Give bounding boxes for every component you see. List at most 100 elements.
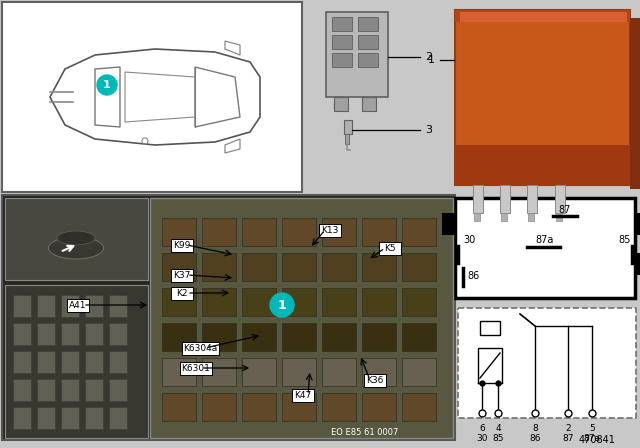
Bar — [458, 308, 636, 418]
Bar — [364, 374, 386, 387]
Bar — [109, 407, 127, 429]
Bar — [242, 288, 276, 316]
Bar — [282, 358, 316, 386]
Text: 85: 85 — [619, 235, 631, 245]
Bar — [334, 97, 348, 111]
Bar — [362, 253, 396, 281]
Bar — [556, 213, 562, 221]
Bar — [37, 407, 55, 429]
Bar — [326, 12, 388, 97]
Bar — [5, 198, 148, 280]
Bar — [402, 288, 436, 316]
Bar — [501, 213, 507, 221]
Text: 87a: 87a — [536, 235, 554, 245]
Bar — [202, 218, 236, 246]
Bar — [162, 323, 196, 351]
Bar — [322, 393, 356, 421]
Bar — [402, 323, 436, 351]
Bar — [292, 388, 314, 401]
Text: 87a: 87a — [584, 434, 600, 443]
Text: A41: A41 — [69, 301, 87, 310]
Bar — [455, 10, 630, 185]
Bar — [85, 351, 103, 373]
Ellipse shape — [57, 231, 95, 245]
Text: 2: 2 — [565, 423, 571, 432]
Bar — [242, 253, 276, 281]
Text: K36: K36 — [366, 375, 384, 384]
Bar — [202, 393, 236, 421]
Bar — [455, 198, 635, 298]
Text: K6301: K6301 — [182, 363, 211, 372]
Bar — [150, 198, 453, 438]
Bar — [322, 253, 356, 281]
Bar — [242, 358, 276, 386]
Bar — [162, 253, 196, 281]
Bar — [358, 35, 378, 49]
Bar — [379, 241, 401, 254]
Bar — [242, 218, 276, 246]
Bar — [61, 379, 79, 401]
Bar — [528, 213, 534, 221]
Bar — [635, 213, 640, 235]
Bar — [242, 393, 276, 421]
Bar — [332, 35, 352, 49]
Bar — [282, 218, 316, 246]
Circle shape — [97, 75, 117, 95]
Ellipse shape — [49, 237, 104, 259]
Bar — [61, 295, 79, 317]
Bar — [474, 213, 480, 221]
Bar — [109, 323, 127, 345]
Bar — [322, 323, 356, 351]
Bar — [282, 393, 316, 421]
Text: 1: 1 — [278, 298, 286, 311]
Bar — [322, 218, 356, 246]
Bar — [319, 224, 341, 237]
Bar — [242, 323, 276, 351]
Bar — [473, 185, 483, 213]
Text: K47: K47 — [294, 391, 312, 400]
Bar — [282, 253, 316, 281]
Text: 5: 5 — [589, 423, 595, 432]
Bar — [5, 285, 148, 438]
Bar — [67, 298, 89, 311]
Bar — [402, 253, 436, 281]
Bar — [85, 407, 103, 429]
Bar — [362, 97, 376, 111]
Text: K99: K99 — [173, 241, 191, 250]
Text: K13: K13 — [321, 225, 339, 234]
Bar — [455, 145, 630, 185]
Bar — [282, 288, 316, 316]
Bar — [332, 17, 352, 31]
Text: 30: 30 — [476, 434, 488, 443]
Bar — [162, 393, 196, 421]
Bar — [202, 323, 236, 351]
Bar — [61, 407, 79, 429]
Bar — [630, 18, 640, 189]
Text: 6: 6 — [479, 423, 485, 432]
Text: 8: 8 — [532, 423, 538, 432]
Bar — [345, 134, 349, 144]
Bar — [344, 120, 352, 134]
Text: 3: 3 — [425, 125, 432, 135]
Text: 1: 1 — [103, 80, 111, 90]
Bar — [85, 379, 103, 401]
Bar — [460, 12, 627, 22]
Bar — [527, 185, 537, 213]
Bar — [362, 218, 396, 246]
Bar — [61, 351, 79, 373]
Bar — [402, 393, 436, 421]
Bar — [332, 53, 352, 67]
Bar — [85, 323, 103, 345]
Text: 87: 87 — [563, 434, 573, 443]
Text: 2: 2 — [425, 52, 432, 62]
Bar — [358, 53, 378, 67]
Bar — [358, 17, 378, 31]
Bar — [202, 358, 236, 386]
Bar — [635, 253, 640, 275]
Bar — [13, 351, 31, 373]
Bar — [171, 287, 193, 300]
Bar — [162, 358, 196, 386]
Bar — [455, 10, 630, 22]
Bar — [13, 407, 31, 429]
Bar — [480, 321, 500, 335]
